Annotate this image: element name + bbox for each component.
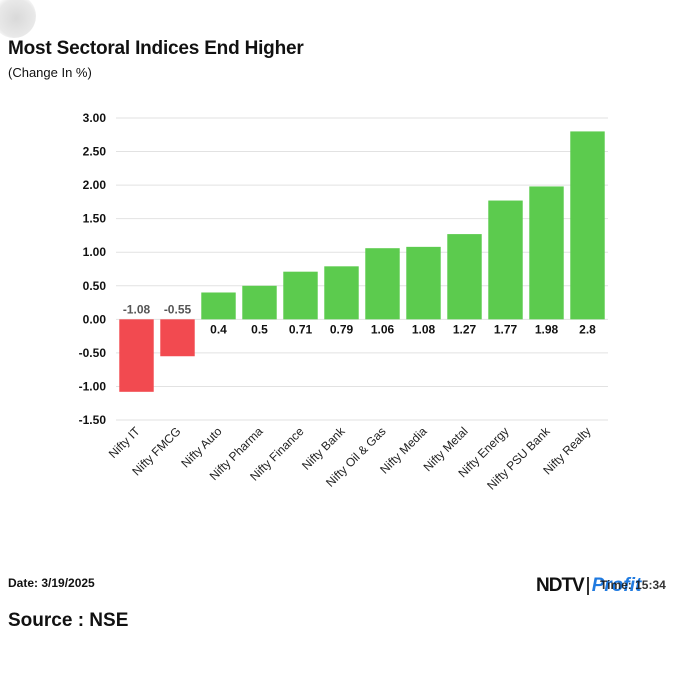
logo-ndtv-text: NDTV <box>536 575 585 596</box>
y-tick-label: -1.50 <box>79 413 107 427</box>
logo-profit-text: Profit <box>591 575 642 596</box>
y-tick-label: 3.00 <box>83 111 107 125</box>
bar <box>406 246 441 320</box>
bar <box>365 248 400 320</box>
bar <box>242 285 277 320</box>
data-label: 1.98 <box>535 322 559 336</box>
bar <box>283 271 318 320</box>
y-tick-label: 0.00 <box>83 312 107 326</box>
bar <box>201 292 236 320</box>
footer-source: Source : NSE <box>8 610 129 631</box>
data-label: 0.4 <box>210 322 227 336</box>
data-label: 1.27 <box>453 322 477 336</box>
y-tick-label: -1.00 <box>79 379 107 393</box>
data-label: 0.5 <box>251 322 268 336</box>
y-tick-label: 2.00 <box>83 178 107 192</box>
y-tick-label: 2.50 <box>83 145 107 159</box>
data-label: 1.08 <box>412 322 436 336</box>
footer-time: Time: 15:34 <box>600 578 666 592</box>
chart-subtitle: (Change In %) <box>8 65 92 80</box>
x-tick-label: Nifty IT <box>106 424 143 461</box>
bar <box>570 131 605 320</box>
y-tick-label: -0.50 <box>79 346 107 360</box>
bar <box>119 319 154 392</box>
data-label: 0.79 <box>330 322 354 336</box>
data-label: 1.06 <box>371 322 395 336</box>
data-label: 1.77 <box>494 322 518 336</box>
chart-title: Most Sectoral Indices End Higher <box>8 38 304 59</box>
y-tick-label: 1.00 <box>83 245 107 259</box>
logo-separator <box>586 577 589 595</box>
data-label: -1.08 <box>123 302 151 316</box>
footer-date: Date: 3/19/2025 <box>8 576 95 590</box>
bar <box>447 234 482 320</box>
data-label: 2.8 <box>579 322 596 336</box>
data-label: -0.55 <box>164 302 192 316</box>
data-label: 0.71 <box>289 322 313 336</box>
bar-chart: 3.00 2.50 2.00 1.50 1.00 0.50 0.00 -0.50 -1.00 -1… <box>79 111 608 493</box>
bar <box>488 200 523 320</box>
y-tick-label: 1.50 <box>83 212 107 226</box>
bar <box>529 186 564 320</box>
ndtv-profit-logo: NDTV Profit <box>536 575 641 601</box>
bar <box>160 319 195 357</box>
bar <box>324 266 359 320</box>
y-tick-label: 0.50 <box>83 279 107 293</box>
